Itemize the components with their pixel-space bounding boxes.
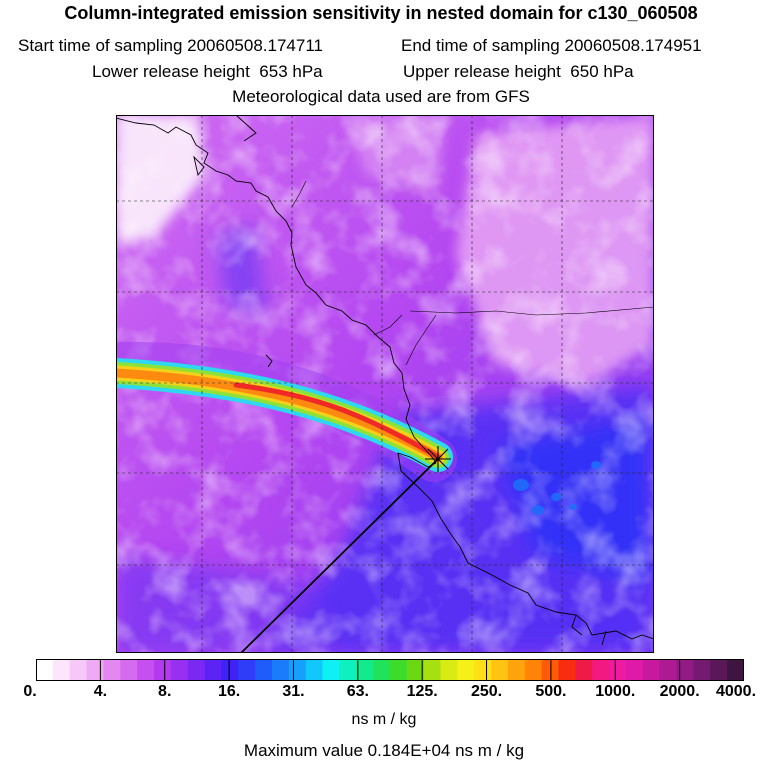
colorbar-tick-label: 16. xyxy=(217,683,241,700)
lower-release-value: 653 hPa xyxy=(259,62,323,81)
map-title: Column-integrated emission sensitivity i… xyxy=(64,3,698,23)
colorbar-segment xyxy=(204,659,223,681)
colorbar-segment xyxy=(52,659,71,681)
upper-release-label: Upper release height xyxy=(403,62,561,81)
colorbar-segment xyxy=(137,659,155,681)
colorbar-segment xyxy=(508,659,526,681)
colorbar-segment xyxy=(288,659,307,681)
colorbar-segment xyxy=(710,659,728,681)
blue-specks xyxy=(513,461,601,515)
upper-release-height: Upper release height 650 hPa xyxy=(403,62,634,82)
colorbar-segment xyxy=(154,659,172,681)
flight-track xyxy=(240,458,439,653)
colorbar-segment xyxy=(305,659,324,681)
met-data-line: Meteorological data used are from GFS xyxy=(232,87,530,106)
colorbar-segment xyxy=(491,659,509,681)
colorbar-segment xyxy=(727,659,744,681)
emission-plume xyxy=(116,341,457,482)
upper-release-value: 650 hPa xyxy=(570,62,634,81)
colorbar-segment xyxy=(676,659,695,681)
colorbar xyxy=(36,659,744,681)
colorbar-segment xyxy=(69,659,88,681)
colorbar-tick-label: 4000. xyxy=(715,683,757,700)
coastline xyxy=(116,115,654,646)
colorbar-tick-label: 2000. xyxy=(659,683,700,700)
colorbar-segment xyxy=(659,659,678,681)
colorbar-segment xyxy=(272,659,290,681)
colorbar-segment xyxy=(221,659,239,681)
colorbar-segment xyxy=(642,659,661,681)
colorbar-tick-label: 250. xyxy=(470,683,503,700)
colorbar-segment xyxy=(322,659,341,681)
colorbar-tick-label: 31. xyxy=(282,683,305,700)
colorbar-tick-label: 0. xyxy=(23,683,37,700)
maximum-value: Maximum value 0.184E+04 ns m / kg xyxy=(243,741,525,760)
release-point-marker xyxy=(425,446,451,472)
colorbar-tick-label: 1000. xyxy=(595,683,636,700)
colorbar-segment xyxy=(626,659,644,681)
colorbar-tick-label: 125. xyxy=(406,683,438,700)
colorbar-tick-label: 500. xyxy=(535,683,567,700)
colorbar-segment xyxy=(390,659,408,681)
colorbar-segment xyxy=(187,659,206,681)
colorbar-segment xyxy=(592,659,610,681)
colorbar-segment xyxy=(238,659,256,681)
emission-sensitivity-map[interactable] xyxy=(116,115,654,653)
colorbar-segment xyxy=(440,659,459,681)
end-time: End time of sampling 20060508.174951 xyxy=(401,36,702,56)
colorbar-segment xyxy=(170,659,189,681)
colorbar-segment xyxy=(255,659,273,681)
colorbar-segment xyxy=(524,659,543,681)
colorbar-segment xyxy=(86,659,105,681)
colorbar-segment xyxy=(373,659,391,681)
colorbar-segment xyxy=(356,659,374,681)
start-time: Start time of sampling 20060508.174711 xyxy=(18,36,323,56)
colorbar-segment xyxy=(609,659,627,681)
colorbar-segment xyxy=(103,659,121,681)
colorbar-segment xyxy=(120,659,138,681)
colorbar-units: ns m / kg xyxy=(351,711,417,728)
colorbar-segment xyxy=(457,659,475,681)
end-time-value: 20060508.174951 xyxy=(564,36,702,55)
end-time-label: End time of sampling xyxy=(401,36,560,55)
colorbar-tick-label: 8. xyxy=(158,683,172,700)
lower-release-label: Lower release height xyxy=(92,62,250,81)
colorbar-segment xyxy=(558,659,577,681)
start-time-value: 20060508.174711 xyxy=(187,36,323,55)
colorbar-segment xyxy=(339,659,357,681)
colorbar-segment xyxy=(474,659,492,681)
start-time-label: Start time of sampling xyxy=(18,36,183,55)
colorbar-tick-label: 63. xyxy=(346,683,369,700)
colorbar-segment xyxy=(36,659,54,681)
colorbar-tick-label: 4. xyxy=(93,683,108,700)
lower-release-height: Lower release height 653 hPa xyxy=(92,62,323,82)
colorbar-segment xyxy=(575,659,593,681)
border-lines xyxy=(291,180,654,366)
colorbar-segment xyxy=(693,659,711,681)
colorbar-segment xyxy=(423,659,442,681)
colorbar-border xyxy=(36,659,744,681)
colorbar-segment xyxy=(406,659,425,681)
